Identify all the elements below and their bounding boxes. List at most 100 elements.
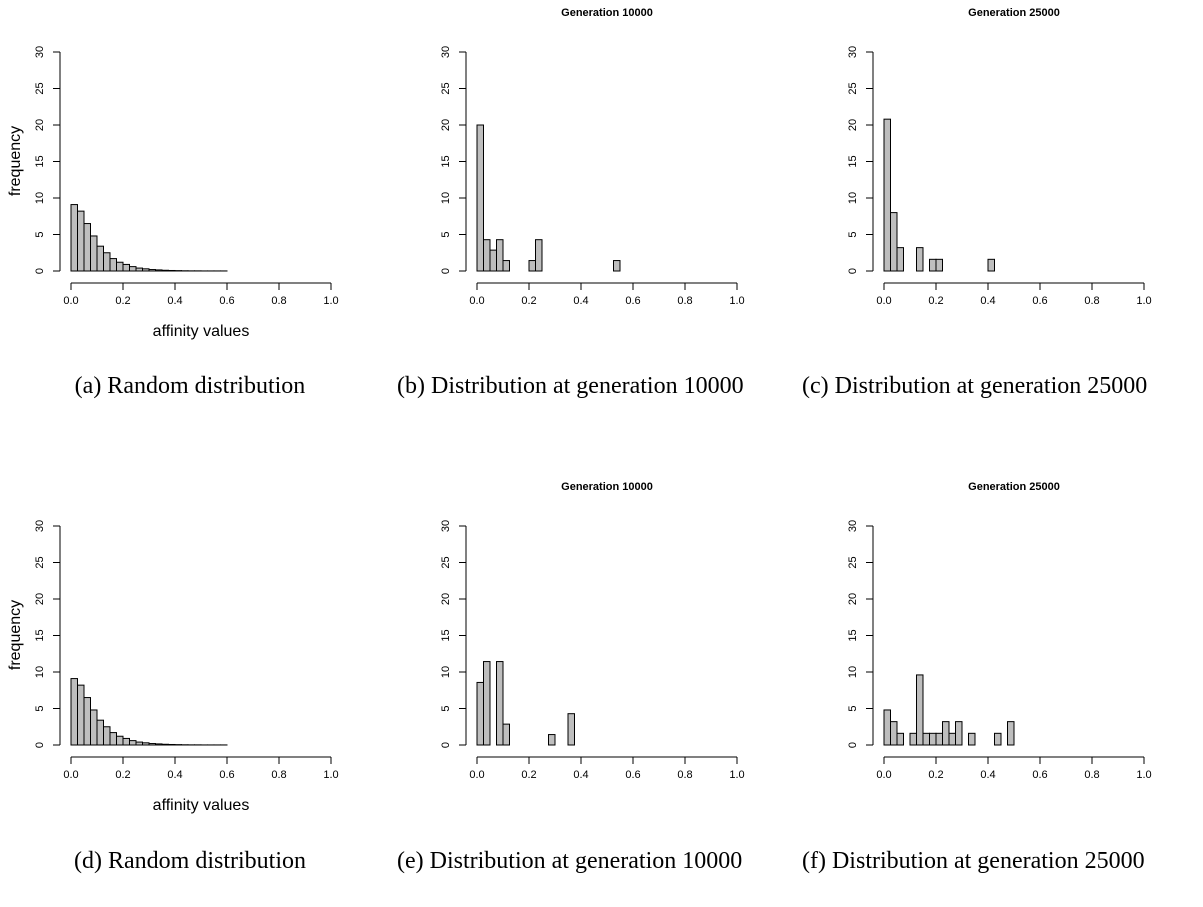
x-tick-label: 0.0 <box>876 295 891 307</box>
x-tick-label: 0.4 <box>980 769 995 781</box>
bar <box>502 723 510 746</box>
bar <box>155 743 163 746</box>
bar <box>948 732 956 746</box>
bar <box>83 697 91 746</box>
x-tick-label: 0.4 <box>167 295 182 307</box>
x-tick-label: 1.0 <box>729 295 744 307</box>
y-tick-label: 5 <box>847 231 859 237</box>
x-tick-label: 0.4 <box>573 769 588 781</box>
y-tick-label: 15 <box>34 155 46 167</box>
x-axis-label: affinity values <box>153 323 250 340</box>
x-tick-label: 1.0 <box>1136 769 1151 781</box>
bar <box>896 247 904 272</box>
bar <box>83 223 91 272</box>
x-tick-label: 0.2 <box>521 769 536 781</box>
x-tick-label: 0.0 <box>876 769 891 781</box>
bar <box>987 258 995 272</box>
bar <box>148 743 156 746</box>
bar <box>968 732 976 746</box>
bar <box>476 124 484 272</box>
caption: (d) Random distribution <box>74 848 306 874</box>
x-tick-label: 0.6 <box>1032 295 1047 307</box>
x-tick-label: 0.8 <box>1084 769 1099 781</box>
bar <box>90 709 98 746</box>
bar <box>109 258 117 272</box>
bar <box>535 239 543 272</box>
y-tick-label: 0 <box>440 742 452 748</box>
y-tick-label: 25 <box>847 556 859 568</box>
bar <box>116 735 124 746</box>
bar <box>122 263 130 272</box>
x-tick-label: 0.2 <box>521 295 536 307</box>
bar <box>489 249 497 272</box>
y-tick-label: 25 <box>440 556 452 568</box>
y-tick-label: 20 <box>440 593 452 605</box>
y-tick-label: 10 <box>440 192 452 204</box>
y-tick-label: 20 <box>34 593 46 605</box>
y-tick-label: 20 <box>847 593 859 605</box>
bar <box>883 709 891 746</box>
y-tick-label: 10 <box>34 192 46 204</box>
bar <box>161 743 169 746</box>
y-tick-label: 10 <box>847 192 859 204</box>
bar <box>103 252 111 272</box>
y-tick-label: 5 <box>440 705 452 711</box>
y-tick-label: 5 <box>440 231 452 237</box>
chart-title: Generation 25000 <box>968 481 1060 493</box>
bar <box>168 743 176 746</box>
x-tick-label: 0.4 <box>980 295 995 307</box>
bar <box>890 721 898 746</box>
bar <box>168 269 176 272</box>
y-tick-label: 10 <box>847 666 859 678</box>
x-tick-label: 0.2 <box>928 295 943 307</box>
bar <box>155 269 163 272</box>
y-tick-label: 20 <box>34 119 46 131</box>
x-tick-label: 0.8 <box>271 295 286 307</box>
bar <box>96 245 104 272</box>
bar <box>994 732 1002 746</box>
x-tick-label: 0.0 <box>469 295 484 307</box>
bar <box>496 661 504 746</box>
bar <box>129 740 137 746</box>
x-tick-label: 0.8 <box>677 769 692 781</box>
y-tick-label: 30 <box>34 520 46 532</box>
bar <box>909 732 917 746</box>
bar <box>116 261 124 272</box>
bar <box>77 684 85 746</box>
x-tick-label: 0.0 <box>63 295 78 307</box>
y-tick-label: 25 <box>847 82 859 94</box>
y-tick-label: 5 <box>34 231 46 237</box>
bar <box>70 678 78 746</box>
bar <box>935 258 943 272</box>
bar <box>90 235 98 272</box>
x-tick-label: 0.6 <box>1032 769 1047 781</box>
caption: (c) Distribution at generation 25000 <box>802 373 1148 399</box>
bar <box>883 118 891 272</box>
x-tick-label: 0.6 <box>219 769 234 781</box>
y-tick-label: 0 <box>34 268 46 274</box>
x-tick-label: 1.0 <box>323 769 338 781</box>
x-tick-label: 1.0 <box>729 769 744 781</box>
chart-title: Generation 10000 <box>561 7 653 19</box>
caption: (a) Random distribution <box>74 373 306 399</box>
x-axis-label: affinity values <box>153 797 250 814</box>
y-tick-label: 15 <box>440 629 452 641</box>
caption: (b) Distribution at generation 10000 <box>397 373 744 399</box>
y-tick-label: 30 <box>847 46 859 58</box>
y-tick-label: 20 <box>847 119 859 131</box>
y-tick-label: 5 <box>34 705 46 711</box>
y-tick-label: 10 <box>34 666 46 678</box>
y-tick-label: 30 <box>847 520 859 532</box>
bar <box>129 266 137 272</box>
y-tick-label: 30 <box>440 46 452 58</box>
bar <box>476 681 484 746</box>
bar <box>483 239 491 272</box>
bar <box>916 674 924 746</box>
bar <box>122 737 130 746</box>
x-tick-label: 0.8 <box>677 295 692 307</box>
bar <box>135 741 143 746</box>
bar <box>142 268 150 272</box>
y-tick-label: 15 <box>847 629 859 641</box>
